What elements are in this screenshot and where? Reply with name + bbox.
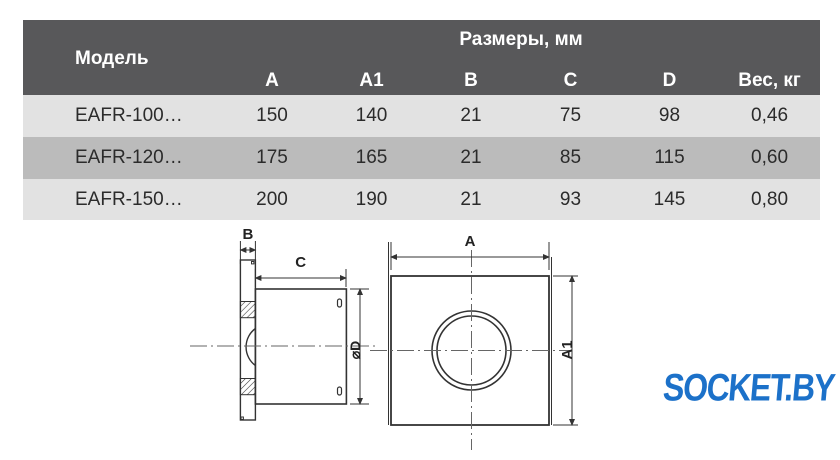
svg-text:A1: A1 xyxy=(559,340,576,359)
svg-text:B: B xyxy=(242,226,253,243)
svg-text:⌀D: ⌀D xyxy=(347,341,363,360)
svg-text:C: C xyxy=(295,254,306,271)
svg-text:A: A xyxy=(465,233,476,250)
